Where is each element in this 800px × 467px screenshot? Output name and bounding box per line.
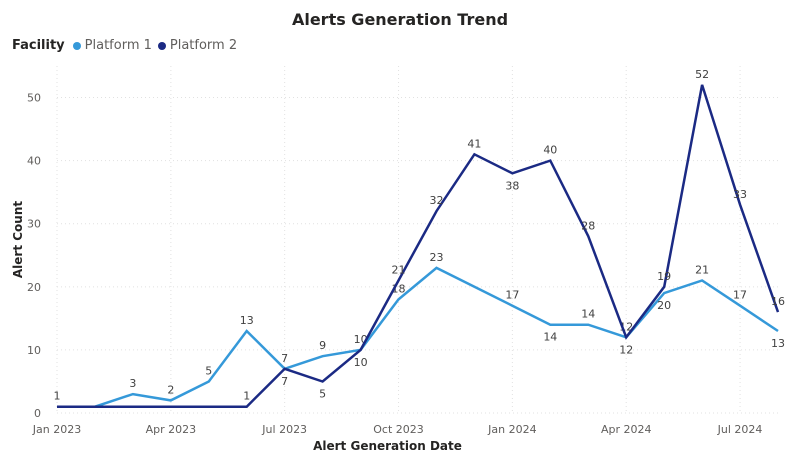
y-tick-label: 0 [34, 407, 41, 420]
x-axis-title: Alert Generation Date [313, 439, 462, 453]
data-label-series-1: 1 [54, 390, 61, 403]
data-label-series-1: 2 [167, 383, 174, 396]
legend-dot-platform-2 [157, 41, 166, 50]
data-label-series-2: 33 [733, 188, 747, 201]
data-label-series-2: 21 [392, 264, 406, 277]
data-label-series-1: 17 [505, 289, 519, 302]
y-tick-label: 30 [27, 218, 41, 231]
x-tick-label: Oct 2023 [373, 423, 424, 436]
legend-dot-platform-1 [72, 41, 81, 50]
data-label-series-2: 28 [581, 219, 595, 232]
data-label-series-2: 41 [467, 137, 481, 150]
data-label-series-2: 5 [319, 387, 326, 400]
y-tick-label: 10 [27, 344, 41, 357]
data-label-series-1: 13 [771, 337, 785, 350]
series-line-platform-1 [57, 266, 779, 408]
data-label-series-1: 17 [733, 289, 747, 302]
y-tick-label: 20 [27, 281, 41, 294]
data-label-series-2: 40 [543, 144, 557, 157]
data-label-series-2: 38 [505, 179, 519, 192]
data-label-series-1: 9 [319, 339, 326, 352]
x-tick-label: Jan 2023 [32, 423, 81, 436]
data-label-series-2: 7 [281, 375, 288, 388]
data-label-series-2: 1 [243, 390, 250, 403]
x-tick-label: Jul 2024 [717, 423, 763, 436]
data-label-series-1: 3 [129, 377, 136, 390]
data-label-series-1: 7 [281, 352, 288, 365]
legend-label-platform-1: Platform 1 [84, 38, 152, 53]
legend-title: Facility [12, 38, 65, 53]
data-label-series-2: 32 [429, 194, 443, 207]
chart-title: Alerts Generation Trend [291, 10, 509, 29]
data-label-series-1: 14 [543, 331, 557, 344]
data-label-series-2: 52 [695, 68, 709, 81]
legend-item-platform-2[interactable]: Platform 2 [157, 38, 238, 53]
legend-item-platform-1[interactable]: Platform 1 [72, 38, 152, 53]
x-tick-label: Apr 2023 [146, 423, 197, 436]
data-label-series-1: 21 [695, 264, 709, 277]
y-tick-label: 40 [27, 155, 41, 168]
data-label-series-1: 13 [240, 314, 254, 327]
data-label-series-1: 14 [581, 308, 595, 321]
data-label-series-2: 10 [354, 356, 368, 369]
y-axis-title: Alert Count [11, 201, 25, 279]
x-tick-label: Jul 2023 [261, 423, 307, 436]
y-tick-label: 50 [27, 92, 41, 105]
data-label-series-1: 23 [429, 251, 443, 264]
legend: Facility Platform 1 Platform 2 [12, 38, 243, 53]
legend-label-platform-2: Platform 2 [169, 38, 238, 53]
data-label-series-1: 20 [657, 299, 671, 312]
x-tick-label: Apr 2024 [601, 423, 652, 436]
series-line-platform-2 [57, 84, 780, 408]
data-label-series-1: 5 [205, 364, 212, 377]
data-label-series-2: 12 [619, 343, 633, 356]
data-label-series-2: 19 [657, 270, 671, 283]
x-tick-label: Jan 2024 [487, 423, 536, 436]
data-label-series-2: 16 [771, 295, 785, 308]
